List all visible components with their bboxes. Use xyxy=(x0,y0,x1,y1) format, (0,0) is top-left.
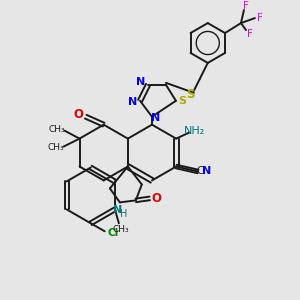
Text: H: H xyxy=(120,209,128,219)
Text: N: N xyxy=(113,205,122,215)
Text: CH₃: CH₃ xyxy=(48,125,65,134)
Text: N: N xyxy=(202,167,212,176)
Text: F: F xyxy=(257,13,263,23)
Text: F: F xyxy=(247,29,253,39)
Text: N: N xyxy=(136,77,146,87)
Text: F: F xyxy=(243,1,249,11)
Text: O: O xyxy=(74,108,84,121)
Text: O: O xyxy=(152,192,162,205)
Text: CH₃: CH₃ xyxy=(47,143,64,152)
Text: S: S xyxy=(187,88,195,101)
Text: N: N xyxy=(128,97,138,107)
Text: C: C xyxy=(196,167,204,176)
Text: NH₂: NH₂ xyxy=(184,126,205,136)
Text: N: N xyxy=(152,113,160,123)
Text: CH₃: CH₃ xyxy=(112,225,129,234)
Text: S: S xyxy=(178,96,186,106)
Text: Cl: Cl xyxy=(107,228,118,238)
